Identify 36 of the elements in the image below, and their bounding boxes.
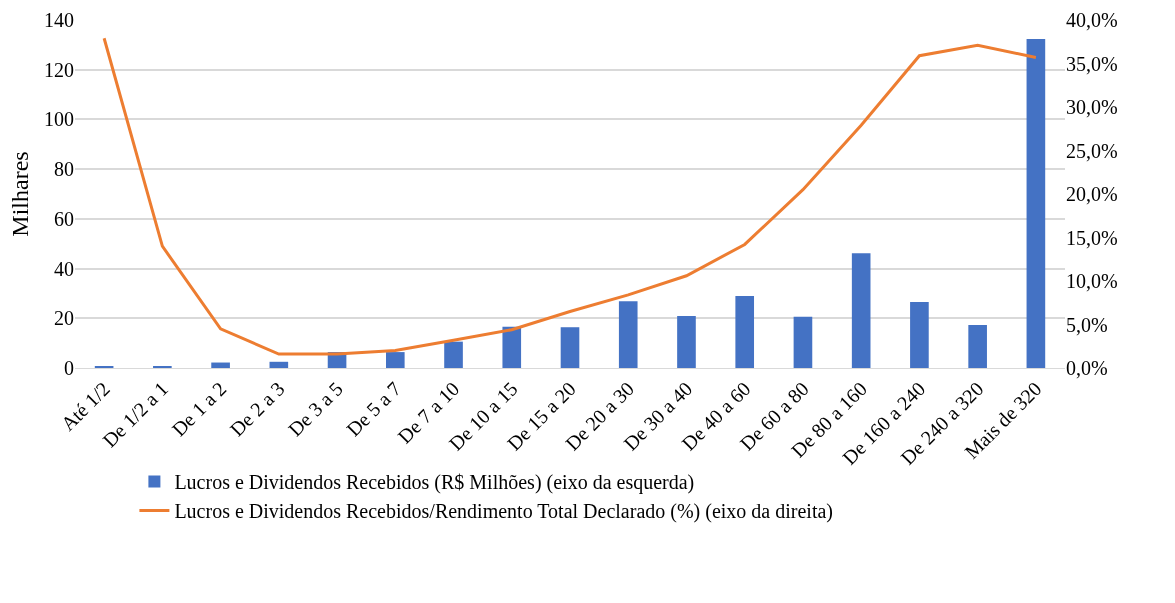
bar xyxy=(677,316,696,368)
line-series xyxy=(102,36,1038,356)
bar xyxy=(1026,38,1046,368)
y-tick-label: 140 xyxy=(44,9,74,31)
bar xyxy=(735,295,755,368)
y2-tick-label: 35,0% xyxy=(1066,52,1118,75)
y2-tick-label: 20,0% xyxy=(1066,183,1118,205)
bar xyxy=(444,341,463,368)
y2-tick-label: 25,0% xyxy=(1066,139,1118,162)
y-tick-label: 80 xyxy=(54,158,74,181)
y-tick-label: 60 xyxy=(54,207,74,230)
y2-tick-label: 10,0% xyxy=(1066,270,1118,292)
y2-tick-label: 5,0% xyxy=(1066,313,1108,336)
bar xyxy=(793,316,813,368)
legend-label: Lucros e Dividendos Recebidos/Rendimento Total Declarado (%) (eixo da direita) xyxy=(174,500,833,524)
bar xyxy=(269,361,289,368)
bar xyxy=(851,253,871,368)
y-tick-label: 40 xyxy=(54,257,74,280)
bar xyxy=(968,325,987,368)
x-tick-label: De 3 a 5 xyxy=(283,377,347,441)
y2-tick-label: 40,0% xyxy=(1066,9,1118,31)
bar xyxy=(502,326,522,368)
bar xyxy=(385,352,405,368)
bar xyxy=(560,327,580,368)
y-tick-label: 100 xyxy=(44,108,74,131)
y-tick-label: 20 xyxy=(54,307,74,330)
y-axis-title: Milhares xyxy=(7,151,34,237)
bar xyxy=(211,362,230,368)
legend-label: Lucros e Dividendos Recebidos (R$ Milhões) (eixo da esquerda) xyxy=(174,471,695,495)
bar xyxy=(618,301,638,368)
y-tick-label: 0 xyxy=(64,357,74,379)
y2-tick-label: 30,0% xyxy=(1066,96,1118,118)
y2-tick-label: 0,0% xyxy=(1066,357,1108,379)
bar xyxy=(910,301,929,368)
y-tick-label: 120 xyxy=(44,58,74,81)
y2-tick-label: 15,0% xyxy=(1066,226,1118,249)
